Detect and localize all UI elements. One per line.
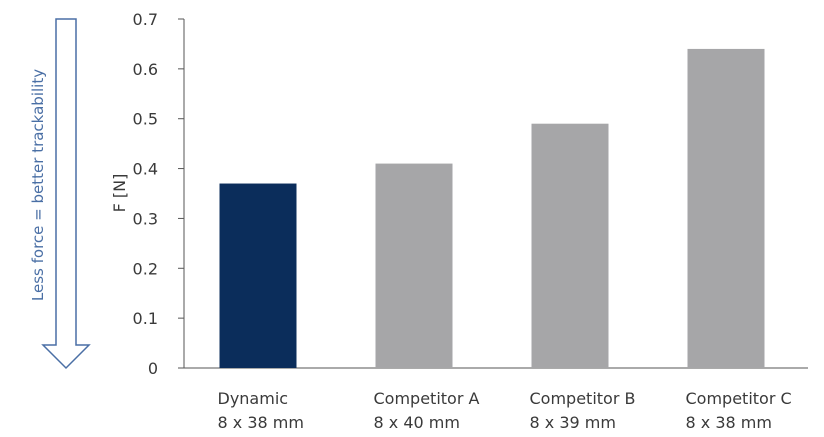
- y-tick-label: 0.3: [133, 209, 158, 228]
- category-size-label: 8 x 40 mm: [374, 413, 460, 432]
- category-size-label: 8 x 39 mm: [530, 413, 616, 432]
- down-arrow-icon: [41, 18, 91, 370]
- bars: [219, 48, 765, 369]
- y-axis: 0 0.1 0.2 0.3 0.4 0.5 0.6 0.7: [133, 10, 808, 378]
- y-tick-label: 0.6: [133, 60, 158, 79]
- trackability-note: Less force = better trackability: [29, 69, 47, 301]
- category-label: Dynamic: [218, 389, 289, 408]
- bar-competitor-a: [375, 163, 453, 368]
- category-label: Competitor C: [686, 389, 792, 408]
- bar-competitor-c: [687, 48, 765, 369]
- y-tick-label: 0.7: [133, 10, 158, 29]
- category-label: Competitor A: [374, 389, 480, 408]
- category-label: Competitor B: [530, 389, 636, 408]
- category-size-label: 8 x 38 mm: [218, 413, 304, 432]
- y-tick-label: 0.1: [133, 309, 158, 328]
- bar-competitor-b: [531, 123, 609, 368]
- bar-dynamic: [219, 183, 297, 368]
- category-size-label: 8 x 38 mm: [686, 413, 772, 432]
- y-tick-label: 0.4: [133, 160, 158, 179]
- x-axis-labels: Dynamic 8 x 38 mm Competitor A 8 x 40 mm Com…: [218, 389, 792, 432]
- y-tick-label: 0: [148, 359, 158, 378]
- force-arrow: Less force = better trackability: [29, 18, 91, 370]
- y-tick-label: 0.5: [133, 110, 158, 129]
- y-axis-title: F [N]: [110, 174, 129, 213]
- y-tick-label: 0.2: [133, 259, 158, 278]
